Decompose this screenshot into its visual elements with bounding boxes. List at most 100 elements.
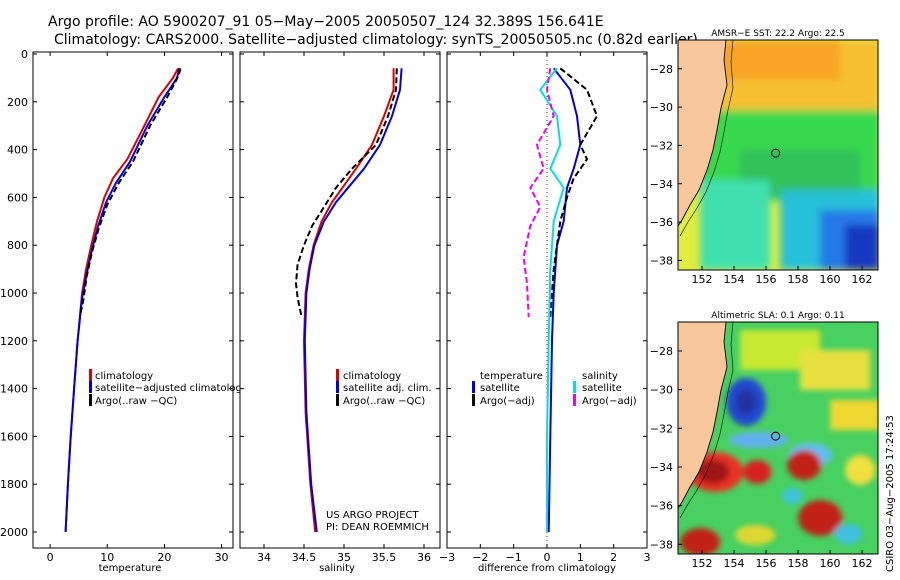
legend-satellite: satellite−adjusted climatology (95, 383, 248, 394)
x-tick-label: 0 (544, 551, 551, 564)
lon-tick-label: 154 (724, 557, 745, 570)
lat-tick-label: −28 (650, 63, 673, 76)
lon-tick-label: 158 (788, 557, 809, 570)
lat-tick-label: −38 (650, 538, 673, 551)
lat-tick-label: −28 (650, 345, 673, 358)
series-line-sal-argo (522, 68, 555, 317)
lon-tick-label: 156 (756, 273, 777, 286)
lat-tick-label: −34 (650, 461, 673, 474)
difference-xlabel: difference from climatology (478, 563, 616, 574)
lon-tick-label: 162 (852, 273, 873, 286)
depth-tick-label: 1600 (0, 430, 28, 443)
legend-climatology: climatology (95, 371, 153, 382)
sst-map-title: AMSR−E SST: 22.2 Argo: 22.5 (711, 29, 845, 39)
lon-tick-label: 160 (820, 557, 841, 570)
lat-tick-label: −36 (650, 216, 673, 229)
shelf-contour (679, 322, 734, 519)
depth-tick-label: 1800 (0, 478, 28, 491)
coastline (678, 322, 728, 509)
sla-map-title: Altimetric SLA: 0.1 Argo: 0.11 (711, 311, 844, 321)
coastline (678, 40, 728, 227)
sst-map-frame (677, 39, 879, 271)
x-tick-label: 35.5 (372, 551, 397, 564)
credit-line2: PI: DEAN ROEMMICH (326, 522, 429, 533)
legend-satellite: satellite adj. clim. (343, 383, 432, 394)
x-tick-label: −2 (472, 551, 488, 564)
legend-swatch (472, 394, 475, 406)
depth-tick-label: 1200 (0, 335, 28, 348)
temperature-panel: 0 10 20 30 temperature climatology satellit… (32, 51, 248, 574)
side-timestamp: CSIRO 03−Aug−2005 17:24:53 (885, 415, 896, 572)
salinity-legend: climatology satellite adj. clim. Argo(..… (336, 369, 432, 407)
depth-tick-label: 400 (7, 144, 28, 157)
x-tick-label: 10 (100, 551, 114, 564)
x-tick-label: 30 (215, 551, 229, 564)
legend-salinity: salinity (582, 371, 618, 382)
legend-swatch (472, 381, 475, 393)
depth-tick-label: 1400 (0, 383, 28, 396)
lon-tick-label: 154 (724, 273, 745, 286)
depth-tick-label: 200 (7, 96, 28, 109)
x-tick-label: −1 (506, 551, 522, 564)
argo-location-marker (771, 148, 781, 158)
shelf-contour (679, 40, 734, 237)
series-line-argo (295, 68, 398, 318)
legend-sal-satellite: satellite (582, 383, 622, 394)
x-tick-label: 35 (337, 551, 351, 564)
legend-swatch (89, 381, 92, 393)
argo-location-marker (771, 431, 781, 441)
legend-temp-satellite: satellite (480, 383, 520, 394)
lon-tick-label: 158 (788, 273, 809, 286)
depth-tick-label: 1000 (0, 287, 28, 300)
legend-swatch (89, 394, 92, 406)
lon-tick-label: 152 (692, 273, 713, 286)
series-line-argo (78, 68, 182, 318)
x-tick-label: 0 (47, 551, 54, 564)
salinity-panel-frame (239, 51, 441, 549)
lat-tick-label: −36 (650, 500, 673, 513)
x-tick-label: 36 (417, 551, 431, 564)
legend-argo: Argo(..raw −QC) (343, 396, 425, 407)
x-tick-label: 2 (610, 551, 617, 564)
header-line1: Argo profile: AO 5900207_91 05−May−2005 … (48, 14, 604, 30)
legend-swatch (573, 394, 576, 406)
depth-tick-label: 800 (7, 239, 28, 252)
legend-sal-argo: Argo(−adj) (582, 396, 637, 407)
x-tick-label: 34 (257, 551, 271, 564)
depth-tick-label: 0 (21, 48, 28, 61)
credit-line1: US ARGO PROJECT (326, 510, 420, 521)
land (678, 40, 727, 226)
difference-panel: −3 −2 −1 0 1 2 3 difference from climatology t… (439, 51, 651, 574)
lat-tick-label: −38 (650, 254, 673, 267)
salinity-panel: 34 34.5 35 35.5 36 salinity climatology sate… (239, 51, 441, 574)
x-tick-label: 20 (157, 551, 171, 564)
x-tick-label: 3 (644, 551, 651, 564)
legend-temperature: temperature (480, 371, 543, 382)
header-line2: Climatology: CARS2000. Satellite−adjuste… (54, 32, 698, 48)
temperature-panel-frame (32, 51, 234, 549)
legend-swatch (336, 369, 339, 381)
x-tick-label: 1 (577, 551, 584, 564)
temperature-xlabel: temperature (99, 563, 162, 574)
legend-swatch (336, 381, 339, 393)
series-line-temp-argo (549, 67, 598, 317)
land (678, 322, 727, 508)
sla-field (678, 322, 878, 554)
legend-swatch (336, 394, 339, 406)
legend-swatch (573, 381, 576, 393)
legend-climatology: climatology (343, 371, 401, 382)
temperature-legend: climatology satellite−adjusted climatolo… (89, 369, 248, 407)
x-tick-label: −3 (439, 551, 455, 564)
sla-map-frame (677, 321, 879, 555)
lat-tick-label: −34 (650, 178, 673, 191)
lon-tick-label: 162 (852, 557, 873, 570)
sst-field (678, 40, 878, 270)
series-line-satellite (303, 68, 403, 533)
salinity-xlabel: salinity (319, 563, 355, 574)
lon-tick-label: 152 (692, 557, 713, 570)
sla-map: Altimetric SLA: 0.1 Argo: 0.11 (650, 311, 879, 570)
lat-tick-label: −32 (650, 139, 673, 152)
lat-tick-label: −32 (650, 422, 673, 435)
lon-tick-label: 160 (820, 273, 841, 286)
depth-tick-label: 600 (7, 191, 28, 204)
